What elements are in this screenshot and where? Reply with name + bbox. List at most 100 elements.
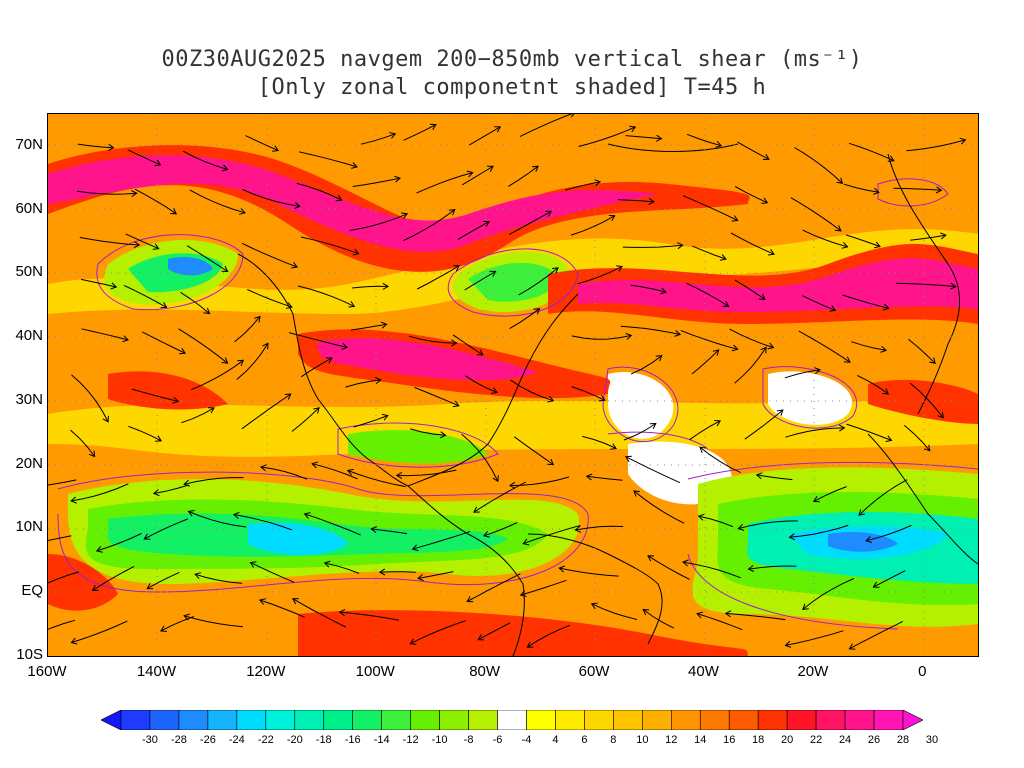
streamline-arrow xyxy=(937,411,944,419)
streamline xyxy=(298,151,358,168)
streamline-arrow xyxy=(294,202,301,209)
streamline-arrow xyxy=(482,530,490,538)
streamline-arrow xyxy=(203,307,211,315)
streamline-arrow xyxy=(629,125,637,133)
streamline-arrow xyxy=(378,568,386,576)
streamline xyxy=(242,189,300,207)
streamline-arrow xyxy=(394,175,401,183)
streamline xyxy=(873,570,906,588)
streamline xyxy=(570,215,615,236)
streamline-arrow xyxy=(143,533,151,540)
streamline xyxy=(339,611,400,621)
lon-label: 160W xyxy=(27,663,67,680)
streamline-arrow xyxy=(152,489,160,497)
streamline-arrow xyxy=(489,270,497,277)
colorbar-swatch xyxy=(120,710,151,730)
streamline xyxy=(127,149,161,166)
lat-label: 40N xyxy=(15,327,43,345)
streamline-arrow xyxy=(160,301,168,309)
streamline xyxy=(785,630,844,646)
streamline xyxy=(729,328,774,349)
streamline xyxy=(478,622,511,641)
streamline-arrow xyxy=(450,339,458,347)
streamline-arrow xyxy=(154,159,162,167)
streamline-arrow xyxy=(417,574,424,581)
streamline-arrow xyxy=(545,210,553,217)
streamline xyxy=(845,234,881,247)
colorbar-swatch xyxy=(381,710,411,730)
streamline xyxy=(571,334,632,340)
colorbar-swatch xyxy=(439,710,469,730)
shear-map-panel xyxy=(47,113,979,657)
colorbar-swatch xyxy=(468,710,498,730)
streamline-arrow xyxy=(696,611,704,619)
streamline-arrow xyxy=(812,496,820,503)
streamline-arrow xyxy=(155,435,163,442)
colorbar-tick-label: -10 xyxy=(431,734,448,746)
colorbar xyxy=(101,710,923,730)
streamline xyxy=(689,420,721,441)
streamline-arrow xyxy=(284,393,292,400)
streamline xyxy=(180,291,210,314)
streamline-arrow xyxy=(285,302,293,309)
streamline xyxy=(188,510,247,528)
streamline xyxy=(483,522,518,537)
colorbar-swatch xyxy=(670,710,701,730)
streamline xyxy=(748,565,797,570)
streamline xyxy=(300,357,333,378)
streamline xyxy=(71,374,109,423)
streamline-arrow xyxy=(409,638,417,645)
streamline-arrow xyxy=(170,208,178,215)
streamline xyxy=(178,328,228,364)
colorbar-swatch xyxy=(236,710,267,730)
colorbar-tick-label: 14 xyxy=(694,734,707,746)
streamline-arrow xyxy=(466,170,474,178)
streamline-arrow xyxy=(838,424,846,432)
streamline xyxy=(81,328,129,341)
streamline-arrow xyxy=(508,481,516,489)
streamline-arrow xyxy=(487,165,494,172)
streamline-arrow xyxy=(411,544,419,552)
streamline-arrow xyxy=(882,303,890,311)
lat-label: 50N xyxy=(15,263,43,281)
lon-label: 100W xyxy=(355,663,395,680)
streamline-arrow xyxy=(784,640,792,648)
colorbar-swatch xyxy=(149,710,180,730)
streamline-arrow xyxy=(923,444,931,452)
lon-label: 140W xyxy=(136,663,176,680)
streamline-arrow xyxy=(382,282,390,290)
lat-label: 60N xyxy=(15,199,43,217)
streamline xyxy=(183,477,244,485)
streamline xyxy=(865,524,912,542)
colorbar-tick-label: 28 xyxy=(896,734,910,746)
streamline-arrow xyxy=(570,114,575,118)
streamline xyxy=(233,514,292,531)
colorbar-tick-label: -26 xyxy=(199,734,216,746)
streamline xyxy=(744,409,784,440)
colorbar-swatch xyxy=(902,710,923,730)
streamline xyxy=(893,187,942,191)
streamline xyxy=(895,282,956,288)
streamline xyxy=(630,284,667,293)
streamline xyxy=(291,407,320,432)
shading-layer xyxy=(48,145,978,656)
streamline xyxy=(699,446,741,474)
streamline xyxy=(564,181,601,191)
streamline-arrow xyxy=(714,420,722,427)
streamline xyxy=(696,613,743,631)
map-title-line1: 00Z30AUG2025 navgem 200−850mb vertical s… xyxy=(161,47,863,72)
colorbar-tick-label: 22 xyxy=(809,734,823,746)
streamline xyxy=(682,195,738,221)
streamline xyxy=(527,624,571,648)
streamline xyxy=(622,244,683,248)
lat-label: 70N xyxy=(15,135,43,153)
streamline-arrow xyxy=(699,446,707,454)
streamline xyxy=(48,571,80,584)
streamline xyxy=(623,423,657,441)
streamline-arrow xyxy=(221,357,229,364)
streamline xyxy=(462,165,494,186)
streamline-arrow xyxy=(841,242,849,249)
streamline xyxy=(410,428,446,436)
colorbar-tick-label: 18 xyxy=(752,734,765,746)
colorbar-tick-label: 24 xyxy=(838,734,852,746)
